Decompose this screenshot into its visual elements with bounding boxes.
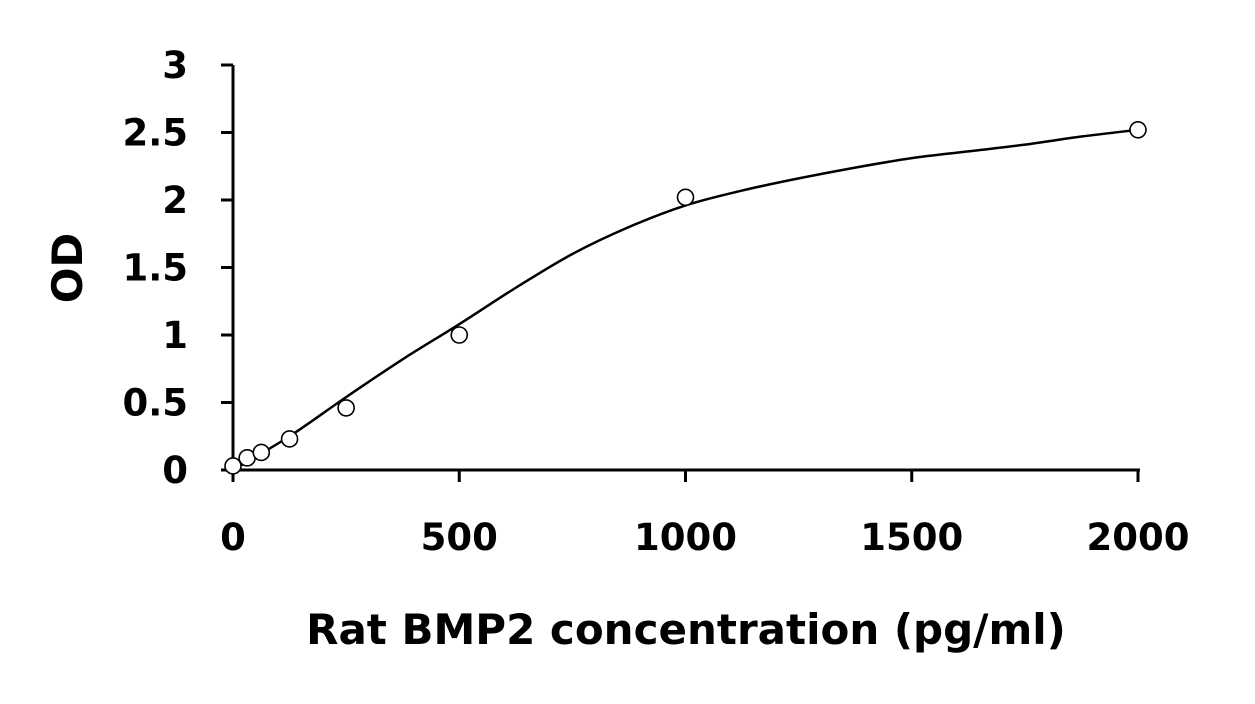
y-axis-title: OD — [43, 233, 92, 304]
x-tick-label: 1000 — [634, 516, 737, 559]
y-tick-label: 2 — [162, 179, 188, 222]
data-point — [676, 188, 695, 207]
plot-area: 0 0.5 1 1.5 2 2.5 3 0 500 1000 1500 2000 — [122, 44, 1189, 559]
data-point — [280, 430, 299, 448]
x-tick-label: 0 — [220, 516, 246, 559]
y-tick-label: 2.5 — [122, 112, 188, 155]
x-tick-label: 500 — [421, 516, 498, 559]
y-tick-label: 1 — [162, 314, 188, 357]
x-axis-title: Rat BMP2 concentration (pg/ml) — [306, 605, 1066, 654]
data-point — [450, 326, 469, 344]
fit-curve — [232, 128, 1139, 472]
data-point — [252, 443, 271, 462]
data-points — [224, 121, 1147, 475]
y-ticks: 0 0.5 1 1.5 2 2.5 3 — [122, 44, 233, 492]
x-tick-label: 1500 — [860, 516, 963, 559]
data-point — [224, 457, 242, 475]
data-point — [1129, 121, 1147, 139]
data-point — [337, 399, 355, 417]
x-tick-label: 2000 — [1087, 516, 1190, 559]
y-tick-label: 1.5 — [122, 247, 188, 290]
y-tick-label: 3 — [162, 44, 188, 87]
y-tick-label: 0.5 — [122, 382, 188, 425]
y-tick-label: 0 — [162, 449, 188, 492]
x-ticks: 0 500 1000 1500 2000 — [220, 470, 1189, 559]
